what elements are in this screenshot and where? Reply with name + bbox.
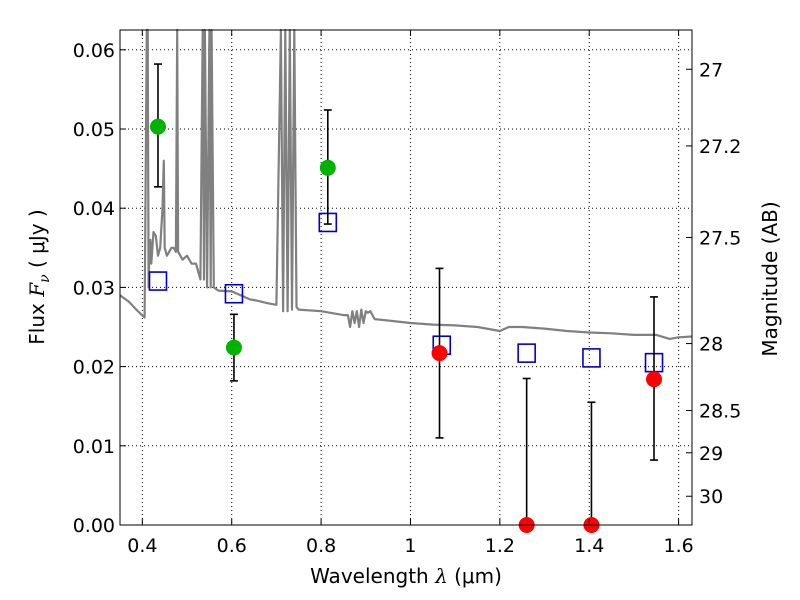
detection-point [319,159,336,176]
model-photometry-point [582,348,601,368]
y-tick-label: 0.03 [73,277,115,299]
plot-background [120,30,692,525]
y-axis-label-subscript: ν [37,274,53,283]
x-tick-label: 1.4 [574,535,604,557]
detection-point [149,118,166,135]
y-tick-label: 0.01 [73,436,115,458]
other-band-point [646,371,663,388]
x-tick-label: 1.2 [485,535,515,557]
mag-tick-label: 27.5 [699,227,741,249]
x-tick-label: 1.6 [663,535,693,557]
y-axis-label-unit: ( μJy ) [25,209,49,274]
model-sed-line [119,28,693,340]
photometry-markers [148,63,664,533]
model-photometry-point [517,343,536,363]
mag-tick-label: 27 [699,59,723,81]
model-photometry-point [224,283,244,304]
model-sed-series [119,28,693,340]
x-tick-label: 1 [404,535,416,557]
mag-tick-label: 27.2 [699,136,741,158]
axis-ticks: 0.4 0.6 0.8 1 1.2 1.4 1.6 0.00 0.01 0.02 0.03 0.04 0… [73,30,741,557]
detection-point [225,339,242,356]
model-photometry-point [148,271,168,291]
mag-tick-label: 29 [699,443,723,465]
x-axis-label-symbol: λ [434,564,448,588]
y2-axis-label: Magnitude (AB) [758,201,782,356]
mag-tick-label: 30 [699,486,723,508]
x-tick-label: 0.4 [127,535,157,557]
mag-tick-label: 28 [699,334,723,356]
x-tick-label: 0.6 [217,535,247,557]
y-tick-label: 0.00 [73,515,115,537]
x-axis-label-prefix: Wavelength [310,564,435,588]
y-tick-label: 0.04 [73,198,115,220]
y-axis-label-symbol: F [25,282,49,298]
other-band-point [431,345,448,362]
x-axis-label: Wavelength λ (μm) [310,564,502,588]
y-tick-label: 0.02 [73,357,115,379]
x-tick-label: 0.8 [306,535,336,557]
y-tick-label: 0.06 [73,40,115,62]
y-tick-label: 0.05 [73,119,115,141]
mag-tick-label: 28.5 [699,401,741,423]
y-axis-label-prefix: Flux [25,297,49,345]
x-axis-label-unit: (μm) [448,564,502,588]
plot-frame [119,29,693,526]
y-axis-label: Flux Fν ( μJy ) [25,209,53,344]
